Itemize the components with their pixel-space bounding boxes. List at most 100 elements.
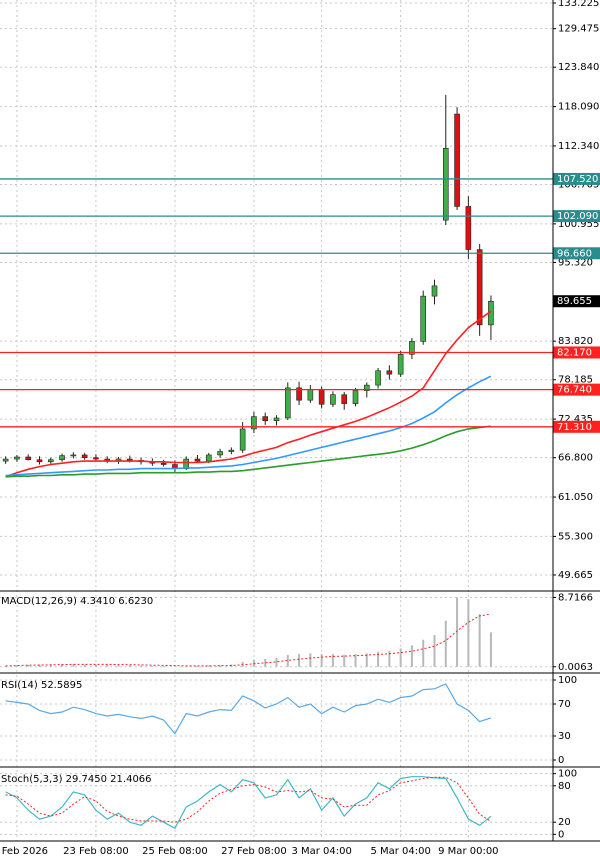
- macd-bar: [106, 664, 109, 667]
- moving-average: [5, 375, 492, 477]
- candle-body: [363, 384, 370, 391]
- macd-bar: [117, 665, 120, 667]
- level-tag: [553, 346, 600, 359]
- macd-bar: [298, 654, 301, 667]
- candle-body: [318, 388, 325, 405]
- level-tag: [553, 383, 600, 396]
- level-label: 71.310: [557, 422, 592, 433]
- macd-bar: [388, 650, 391, 667]
- y-tick-label: 0: [558, 829, 564, 840]
- macd-bar: [162, 666, 165, 667]
- y-tick-label: 100: [558, 769, 577, 780]
- y-tick-label: 106.705: [558, 180, 599, 191]
- x-tick-label: 25 Feb 08:00: [142, 846, 208, 857]
- stoch-signal: [5, 776, 492, 823]
- macd-bar: [219, 665, 222, 667]
- current-price-tag: [553, 295, 600, 308]
- macd-bar: [140, 665, 143, 667]
- y-tick-label: 61.050: [558, 492, 593, 503]
- candle-body: [420, 295, 427, 342]
- level-tag: [553, 172, 600, 185]
- y-tick-label: 66.800: [558, 453, 593, 464]
- candle-body: [465, 206, 472, 250]
- y-tick-label: 0: [558, 755, 564, 766]
- y-tick-label: 80: [558, 781, 571, 792]
- candle-body: [375, 370, 381, 386]
- level-label: 102.090: [557, 211, 598, 222]
- y-tick-label: 0.0063: [558, 662, 593, 673]
- x-tick-label: 3 Mar 04:00: [291, 846, 351, 857]
- indicator-title: RSI(14) 52.5895: [1, 680, 82, 691]
- y-tick-label: 100.955: [558, 219, 599, 230]
- macd-bar: [467, 599, 470, 667]
- candle-body: [386, 370, 393, 375]
- macd-bar: [196, 666, 199, 667]
- candle-body: [126, 458, 133, 461]
- macd-bar: [286, 654, 289, 667]
- y-tick-label: 20: [558, 817, 571, 828]
- macd-bar: [489, 632, 492, 667]
- candle-body: [81, 454, 88, 458]
- candle-body: [476, 249, 483, 326]
- macd-bar: [72, 664, 75, 667]
- x-tick-label: 23 Feb 08:00: [63, 846, 129, 857]
- macd-bar: [377, 651, 380, 667]
- macd-bar: [94, 664, 97, 667]
- macd-bar: [38, 664, 41, 667]
- candle-body: [194, 458, 201, 462]
- y-tick-label: 95.320: [558, 257, 593, 268]
- candle-body: [14, 456, 20, 460]
- y-tick-label: 123.840: [558, 62, 599, 73]
- macd-bar: [49, 664, 52, 667]
- y-tick-label: 83.820: [558, 336, 593, 347]
- candle-body: [36, 459, 43, 463]
- macd-bar: [27, 664, 30, 667]
- candle-body: [59, 455, 65, 461]
- macd-bar: [61, 664, 64, 667]
- level-tag: [553, 420, 600, 433]
- candle-body: [217, 451, 223, 456]
- candle-body: [251, 416, 257, 430]
- candle-body: [273, 417, 280, 422]
- macd-bar: [354, 654, 357, 667]
- macd-bar: [433, 634, 436, 667]
- macd-bar: [151, 666, 154, 667]
- candle-body: [442, 147, 449, 221]
- candle-body: [2, 458, 9, 462]
- y-tick-label: 118.090: [558, 102, 599, 113]
- level-tag: [553, 247, 600, 260]
- macd-bar: [207, 665, 210, 667]
- macd-bar: [275, 658, 278, 667]
- x-tick-label: 19 Feb 2026: [0, 846, 48, 857]
- y-tick-label: 78.185: [558, 375, 593, 386]
- x-tick-label: 5 Mar 04:00: [370, 846, 430, 857]
- current-price-label: 89.655: [557, 296, 592, 307]
- candle-body: [307, 388, 314, 401]
- indicator-title: Stoch(5,3,3) 29.7450 21.4066: [1, 774, 152, 785]
- candle-body: [284, 387, 291, 419]
- candle-body: [330, 394, 336, 405]
- y-tick-label: 55.300: [558, 531, 593, 542]
- x-tick-label: 9 Mar 00:00: [438, 846, 498, 857]
- macd-bar: [15, 665, 18, 667]
- candle-body: [205, 454, 212, 462]
- macd-bar: [331, 654, 334, 667]
- candle-body: [47, 459, 54, 463]
- macd-bar: [422, 639, 425, 667]
- indicator-title: MACD(12,26,9) 4.3410 6.6230: [1, 596, 153, 607]
- macd-bar: [343, 654, 346, 667]
- x-tick-label: 27 Feb 08:00: [221, 846, 287, 857]
- y-tick-label: 100: [558, 675, 577, 686]
- candle-body: [160, 462, 167, 465]
- level-label: 96.660: [557, 248, 592, 259]
- macd-bar: [173, 666, 176, 667]
- y-tick-label: 70: [558, 699, 571, 710]
- candle-body: [397, 354, 404, 375]
- macd-bar: [309, 653, 312, 667]
- level-label: 107.520: [557, 174, 598, 185]
- macd-bar: [83, 664, 86, 667]
- candle-body: [25, 456, 32, 461]
- y-tick-label: 8.7166: [558, 592, 593, 603]
